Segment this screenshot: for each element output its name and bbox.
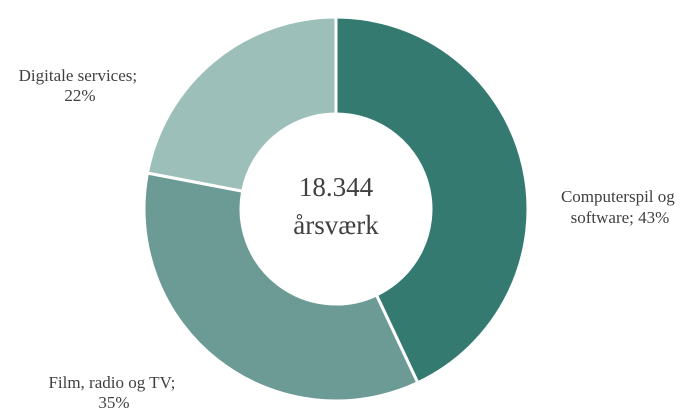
slice-label-computerspil-line2: software; 43% bbox=[571, 208, 670, 227]
slice-label-film-line2: 35% bbox=[98, 393, 129, 412]
center-value: 18.344 bbox=[299, 172, 374, 202]
slice-label-computerspil: Computerspil og software; 43% bbox=[561, 187, 679, 227]
slice-label-digitale-line2: 22% bbox=[64, 86, 95, 105]
donut-slices bbox=[142, 15, 530, 403]
slice-label-digitale-line1: Digitale services; bbox=[19, 66, 138, 85]
slice-label-computerspil-line1: Computerspil og bbox=[561, 187, 675, 206]
slice-label-film: Film, radio og TV; 35% bbox=[48, 373, 179, 412]
slice-label-film-line1: Film, radio og TV; bbox=[48, 373, 175, 392]
donut-slice-computerspil-og-software bbox=[334, 15, 530, 385]
slice-label-digitale: Digitale services; 22% bbox=[19, 66, 142, 105]
donut-slice-digitale-services bbox=[145, 15, 338, 193]
donut-slice-film-radio-og-tv bbox=[142, 171, 420, 403]
center-unit: årsværk bbox=[293, 210, 379, 240]
